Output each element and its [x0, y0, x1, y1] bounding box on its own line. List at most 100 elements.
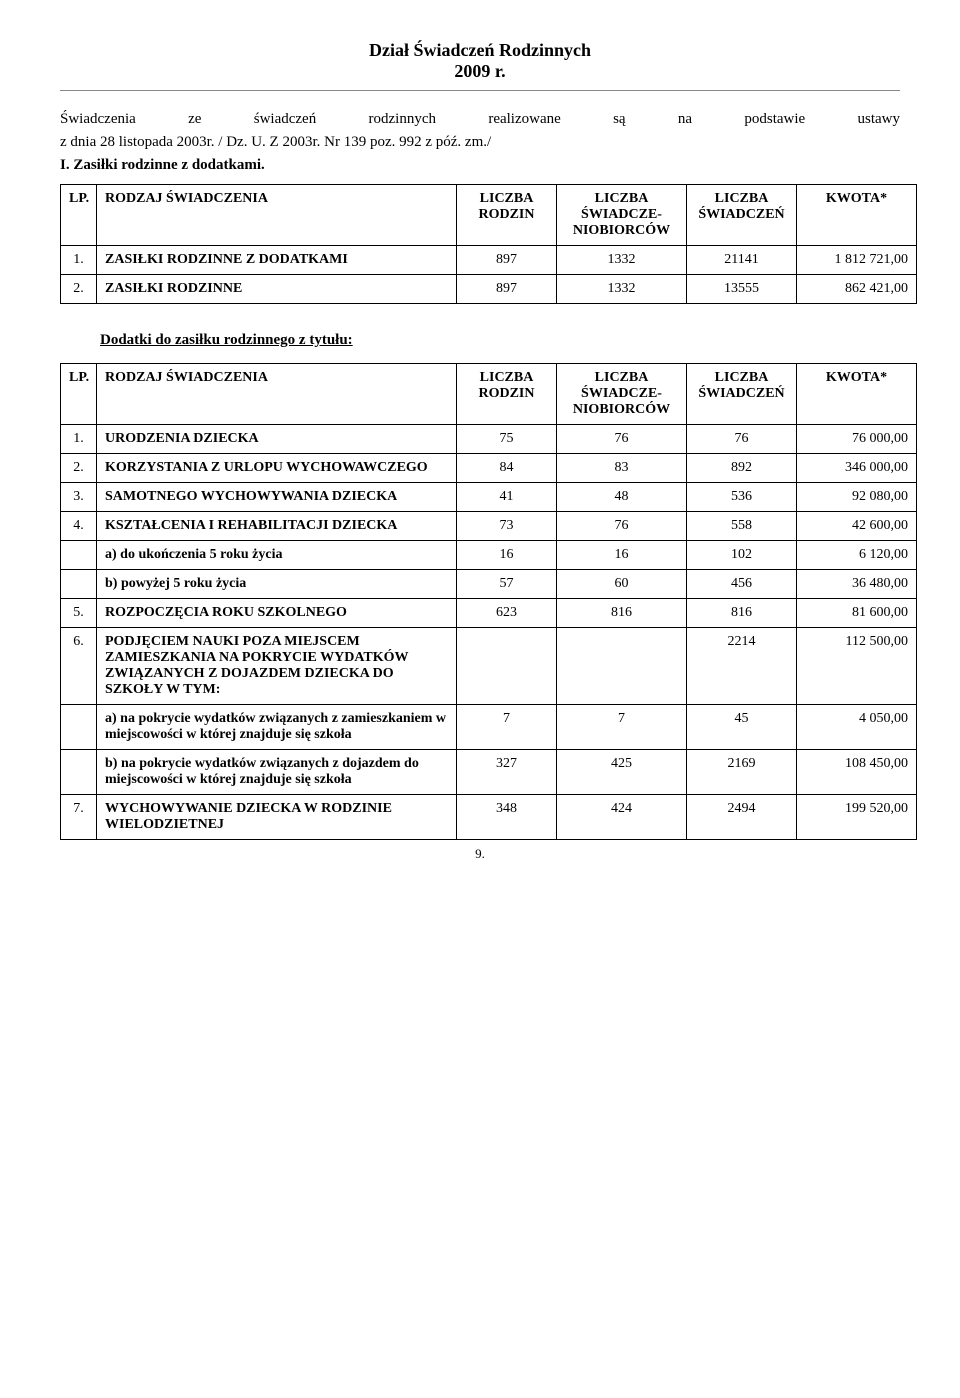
cell	[61, 570, 97, 599]
cell	[61, 541, 97, 570]
cell: ROZPOCZĘCIA ROKU SZKOLNEGO	[97, 599, 457, 628]
cell: a) do ukończenia 5 roku życia	[97, 541, 457, 570]
cell: 16	[557, 541, 687, 570]
table-subrow: a) do ukończenia 5 roku życia16161026 12…	[61, 541, 917, 570]
th-swiadczen: LICZBA ŚWIADCZEŃ	[687, 364, 797, 425]
title-line-1: Dział Świadczeń Rodzinnych	[60, 40, 900, 61]
cell: 42 600,00	[797, 512, 917, 541]
cell: 1 812 721,00	[797, 246, 917, 275]
cell: 41	[457, 483, 557, 512]
cell: SAMOTNEGO WYCHOWYWANIA DZIECKA	[97, 483, 457, 512]
cell: 112 500,00	[797, 628, 917, 705]
th-swiadczeniobiorcow: LICZBA ŚWIADCZE-NIOBIORCÓW	[557, 185, 687, 246]
cell: 4.	[61, 512, 97, 541]
cell: URODZENIA DZIECKA	[97, 425, 457, 454]
table-row: 4.KSZTAŁCENIA I REHABILITACJI DZIECKA737…	[61, 512, 917, 541]
th-swiadczen: LICZBA ŚWIADCZEŃ	[687, 185, 797, 246]
cell: 2494	[687, 795, 797, 840]
cell: KORZYSTANIA Z URLOPU WYCHOWAWCZEGO	[97, 454, 457, 483]
table-row: 2.KORZYSTANIA Z URLOPU WYCHOWAWCZEGO8483…	[61, 454, 917, 483]
cell: 862 421,00	[797, 275, 917, 304]
cell: 425	[557, 750, 687, 795]
cell: 16	[457, 541, 557, 570]
cell: 48	[557, 483, 687, 512]
cell: 5.	[61, 599, 97, 628]
cell: 45	[687, 705, 797, 750]
cell: 897	[457, 246, 557, 275]
cell: 1332	[557, 246, 687, 275]
page-number: 9.	[60, 846, 900, 862]
th-kwota: KWOTA*	[797, 185, 917, 246]
section-2-heading: Dodatki do zasiłku rodzinnego z tytułu:	[100, 332, 900, 349]
cell: 346 000,00	[797, 454, 917, 483]
cell: 558	[687, 512, 797, 541]
cell: 6.	[61, 628, 97, 705]
cell: 21141	[687, 246, 797, 275]
th-rodzin: LICZBA RODZIN	[457, 185, 557, 246]
cell: 76	[557, 425, 687, 454]
cell: 1.	[61, 246, 97, 275]
table-row: 3.SAMOTNEGO WYCHOWYWANIA DZIECKA41485369…	[61, 483, 917, 512]
cell: 536	[687, 483, 797, 512]
cell: b) powyżej 5 roku życia	[97, 570, 457, 599]
cell: 76	[557, 512, 687, 541]
cell: 92 080,00	[797, 483, 917, 512]
table-row: 7.WYCHOWYWANIE DZIECKA W RODZINIE WIELOD…	[61, 795, 917, 840]
cell: 623	[457, 599, 557, 628]
table-1-zasilki: LP. RODZAJ ŚWIADCZENIA LICZBA RODZIN LIC…	[60, 184, 917, 304]
cell: 2169	[687, 750, 797, 795]
cell: KSZTAŁCENIA I REHABILITACJI DZIECKA	[97, 512, 457, 541]
cell: 3.	[61, 483, 97, 512]
cell: 2.	[61, 454, 97, 483]
cell: 2214	[687, 628, 797, 705]
cell	[557, 628, 687, 705]
cell: 7	[557, 705, 687, 750]
intro-law-ref: z dnia 28 listopada 2003r. / Dz. U. Z 20…	[60, 134, 900, 151]
cell: 6 120,00	[797, 541, 917, 570]
table-row: 2.ZASIŁKI RODZINNE897133213555862 421,00	[61, 275, 917, 304]
cell: ZASIŁKI RODZINNE Z DODATKAMI	[97, 246, 457, 275]
cell: 816	[687, 599, 797, 628]
cell: 892	[687, 454, 797, 483]
cell: 76 000,00	[797, 425, 917, 454]
th-kwota: KWOTA*	[797, 364, 917, 425]
table-subrow: b) na pokrycie wydatków związanych z doj…	[61, 750, 917, 795]
th-rodzin: LICZBA RODZIN	[457, 364, 557, 425]
cell: 4 050,00	[797, 705, 917, 750]
cell	[61, 705, 97, 750]
cell: 456	[687, 570, 797, 599]
cell: 75	[457, 425, 557, 454]
table-row: 1.ZASIŁKI RODZINNE Z DODATKAMI8971332211…	[61, 246, 917, 275]
th-lp: LP.	[61, 364, 97, 425]
document-title: Dział Świadczeń Rodzinnych 2009 r.	[60, 40, 900, 82]
th-name: RODZAJ ŚWIADCZENIA	[97, 364, 457, 425]
cell: WYCHOWYWANIE DZIECKA W RODZINIE WIELODZI…	[97, 795, 457, 840]
cell: 1332	[557, 275, 687, 304]
cell: 60	[557, 570, 687, 599]
cell: 199 520,00	[797, 795, 917, 840]
table-1-head: LP. RODZAJ ŚWIADCZENIA LICZBA RODZIN LIC…	[61, 185, 917, 246]
cell: 57	[457, 570, 557, 599]
cell	[457, 628, 557, 705]
cell: 7.	[61, 795, 97, 840]
table-2-head: LP. RODZAJ ŚWIADCZENIA LICZBA RODZIN LIC…	[61, 364, 917, 425]
table-2-dodatki: LP. RODZAJ ŚWIADCZENIA LICZBA RODZIN LIC…	[60, 363, 917, 840]
cell: 2.	[61, 275, 97, 304]
table-subrow: a) na pokrycie wydatków związanych z zam…	[61, 705, 917, 750]
cell: 348	[457, 795, 557, 840]
cell: PODJĘCIEM NAUKI POZA MIEJSCEM ZAMIESZKAN…	[97, 628, 457, 705]
title-divider	[60, 90, 900, 91]
cell: 327	[457, 750, 557, 795]
cell: a) na pokrycie wydatków związanych z zam…	[97, 705, 457, 750]
table-row: 5.ROZPOCZĘCIA ROKU SZKOLNEGO62381681681 …	[61, 599, 917, 628]
table-row: 6.PODJĘCIEM NAUKI POZA MIEJSCEM ZAMIESZK…	[61, 628, 917, 705]
th-lp: LP.	[61, 185, 97, 246]
intro-paragraph: Świadczenia ze świadczeń rodzinnych real…	[60, 109, 900, 130]
cell: 424	[557, 795, 687, 840]
cell: 84	[457, 454, 557, 483]
cell: 76	[687, 425, 797, 454]
cell	[61, 750, 97, 795]
cell: b) na pokrycie wydatków związanych z doj…	[97, 750, 457, 795]
cell: 1.	[61, 425, 97, 454]
cell: 7	[457, 705, 557, 750]
